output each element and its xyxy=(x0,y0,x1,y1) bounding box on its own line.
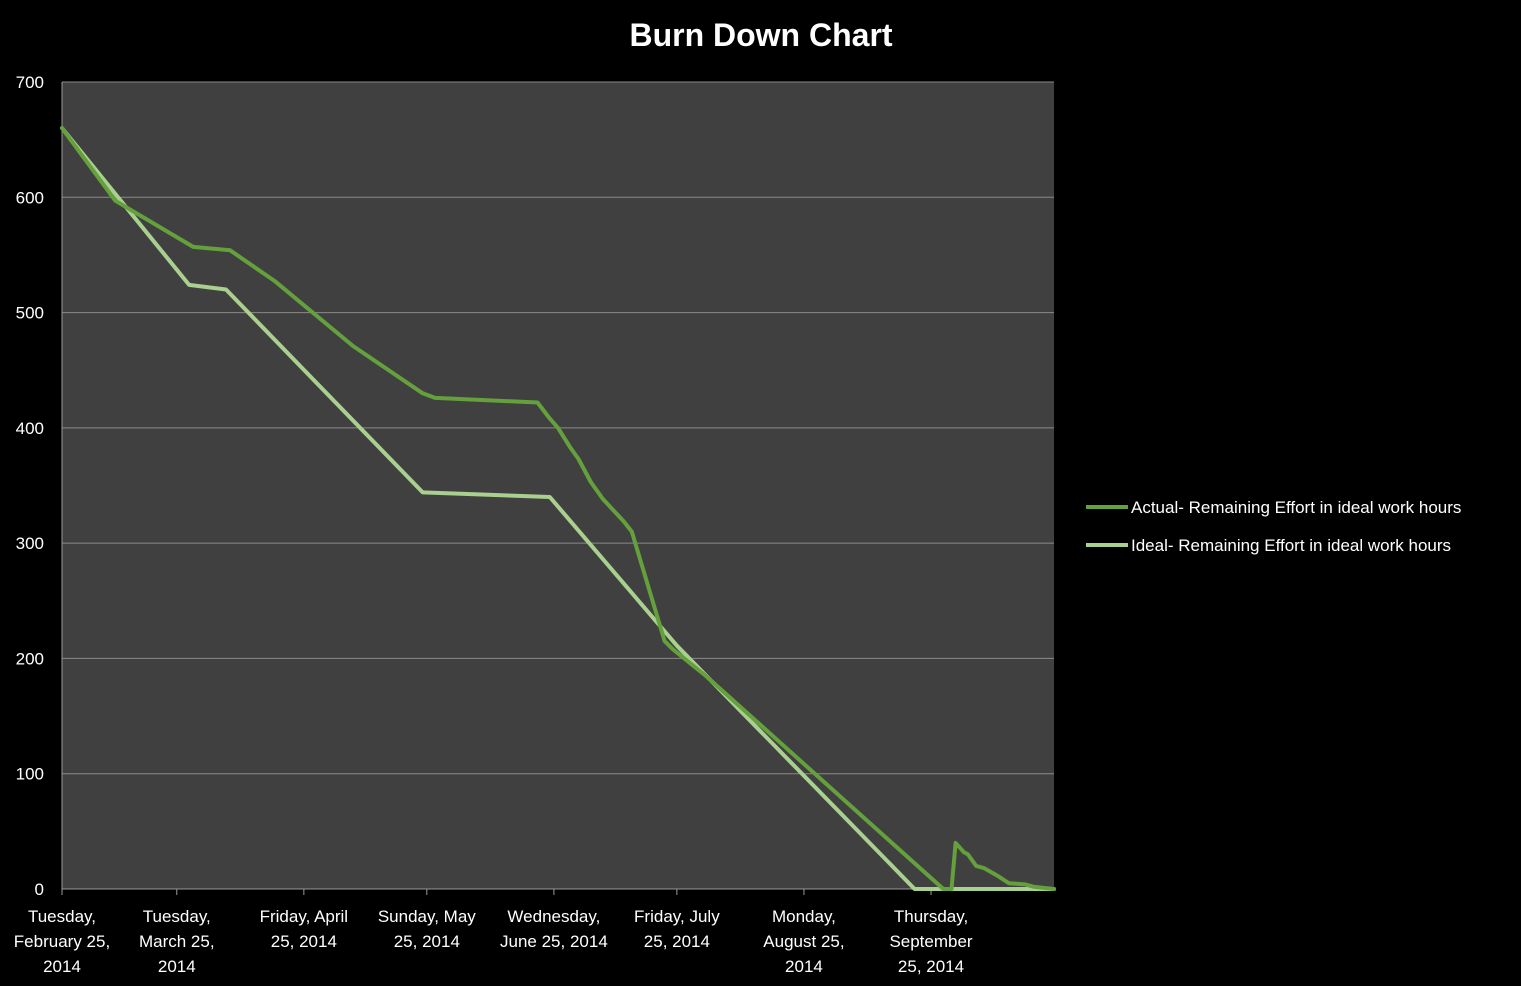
y-tick-label: 100 xyxy=(16,765,44,784)
y-tick-label: 500 xyxy=(16,304,44,323)
x-tick-label: Tuesday, February 25, 2014 xyxy=(14,907,110,976)
gridlines xyxy=(62,81,1054,775)
legend-label: Actual- Remaining Effort in ideal work h… xyxy=(1131,498,1461,517)
y-tick-label: 200 xyxy=(16,649,44,668)
legend: Actual- Remaining Effort in ideal work h… xyxy=(1086,498,1461,555)
plot-area xyxy=(62,82,1054,889)
y-tick-label: 600 xyxy=(16,188,44,207)
y-tick-label: 700 xyxy=(16,73,44,92)
x-tick-label: Friday, April 25, 2014 xyxy=(260,907,349,951)
x-axis: Tuesday, February 25, 2014 Tuesday, March 25… xyxy=(14,82,1054,976)
chart-title: Burn Down Chart xyxy=(629,17,892,53)
y-tick-label: 0 xyxy=(35,880,44,899)
x-tick-label: Sunday, May 25, 2014 xyxy=(378,907,476,951)
actual-series-line xyxy=(60,126,1056,891)
x-tick-label: Thursday, September 25, 2014 xyxy=(889,907,972,976)
series-lines xyxy=(60,126,1056,891)
y-tick-label: 300 xyxy=(16,534,44,553)
y-tick-label: 400 xyxy=(16,419,44,438)
x-tick-label: Tuesday, March 25, 2014 xyxy=(139,907,215,976)
x-tick-label: Monday, August 25, 2014 xyxy=(763,907,844,976)
x-tick-label: Wednesday, June 25, 2014 xyxy=(500,907,608,951)
legend-label: Ideal- Remaining Effort in ideal work ho… xyxy=(1131,536,1451,555)
ideal-series-line xyxy=(60,126,1056,891)
x-tick-label: Friday, July 25, 2014 xyxy=(634,907,720,951)
y-axis-ticks: 0 100 200 300 400 500 600 700 xyxy=(16,73,44,899)
